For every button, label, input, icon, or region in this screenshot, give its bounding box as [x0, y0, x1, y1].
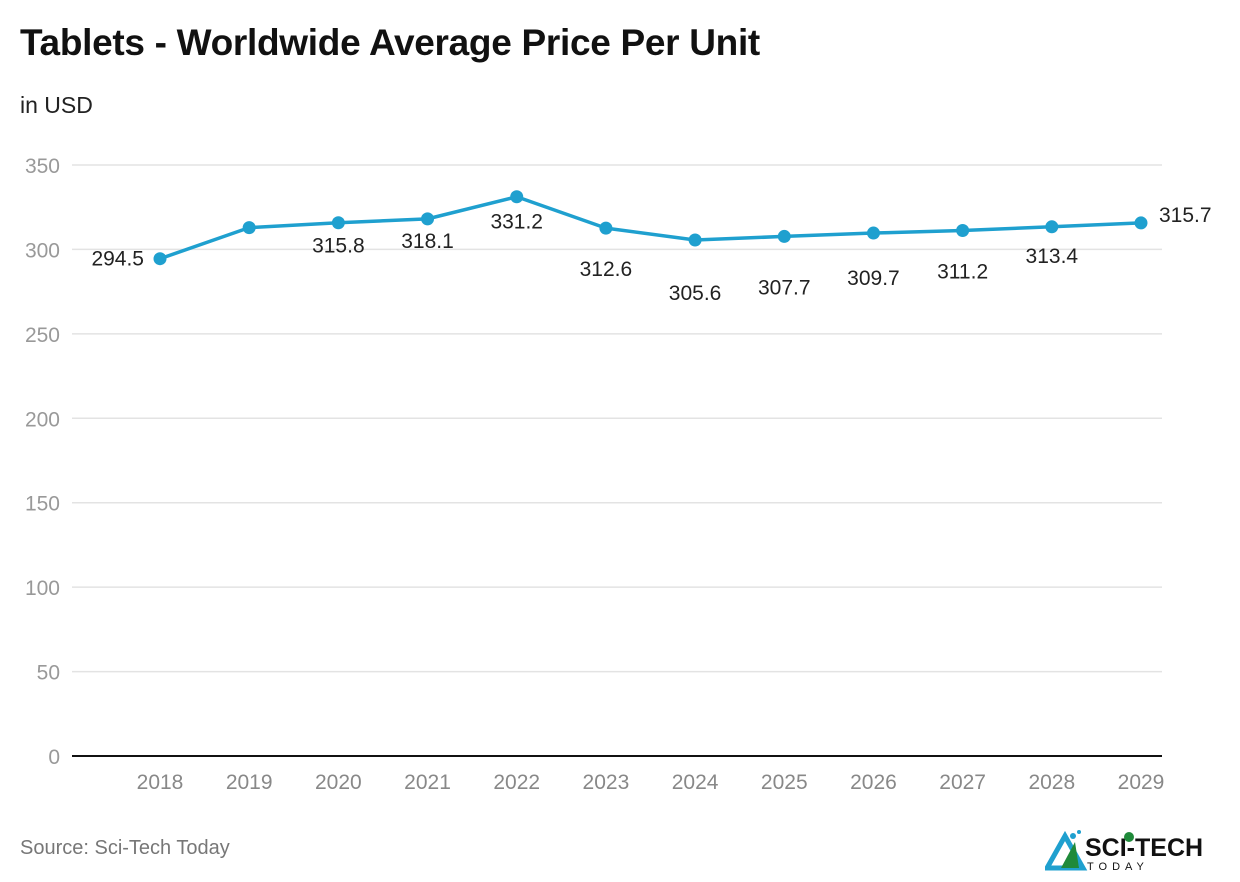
data-label: 294.5	[91, 248, 144, 271]
y-tick-label: 350	[25, 155, 60, 178]
series-line	[159, 194, 1142, 261]
y-tick-label: 100	[25, 577, 60, 600]
data-point	[153, 252, 167, 266]
data-label: 312.6	[580, 258, 633, 281]
data-label: 331.2	[490, 211, 543, 234]
x-tick-label: 2021	[404, 771, 451, 794]
data-point	[599, 221, 613, 235]
x-tick-label: 2023	[583, 771, 630, 794]
y-tick-label: 50	[37, 662, 60, 685]
chart-title: Tablets - Worldwide Average Price Per Un…	[20, 22, 760, 63]
data-point	[242, 221, 256, 235]
data-label: 318.1	[401, 230, 454, 253]
x-tick-label: 2024	[672, 771, 719, 794]
data-point	[331, 216, 345, 230]
data-point	[421, 212, 435, 226]
data-label: 307.7	[758, 276, 811, 299]
x-tick-label: 2025	[761, 771, 808, 794]
data-point	[777, 229, 791, 243]
line-chart: 0 50 100 150 200 250 300 350 2018 2019 2020 2021 202…	[25, 155, 1212, 794]
x-tick-label: 2028	[1028, 771, 1075, 794]
sci-tech-today-logo: SCI-TECH TODAY	[1045, 830, 1203, 873]
y-tick-label: 0	[48, 746, 60, 769]
data-label: 309.7	[847, 267, 900, 290]
data-label: 315.8	[312, 235, 365, 258]
data-point	[1134, 216, 1148, 230]
x-tick-label: 2026	[850, 771, 897, 794]
x-tick-label: 2019	[226, 771, 273, 794]
source-note: Source: Sci-Tech Today	[20, 837, 230, 859]
chart-subtitle: in USD	[20, 92, 93, 118]
data-point	[866, 226, 880, 240]
y-tick-label: 250	[25, 324, 60, 347]
svg-text:TODAY: TODAY	[1087, 861, 1149, 873]
x-tick-label: 2020	[315, 771, 362, 794]
data-label: 305.6	[669, 282, 722, 305]
x-tick-label: 2018	[137, 771, 184, 794]
data-label: 315.7	[1159, 204, 1212, 227]
data-point	[956, 224, 970, 238]
data-label: 311.2	[937, 261, 988, 284]
svg-text:SCI-TECH: SCI-TECH	[1085, 834, 1203, 862]
y-tick-label: 300	[25, 239, 60, 262]
data-label: 313.4	[1026, 245, 1079, 268]
data-point	[688, 233, 702, 247]
x-tick-label: 2029	[1118, 771, 1165, 794]
x-tick-label: 2027	[939, 771, 986, 794]
x-tick-label: 2022	[493, 771, 540, 794]
data-point	[1045, 220, 1059, 234]
y-tick-label: 200	[25, 408, 60, 431]
y-tick-label: 150	[25, 493, 60, 516]
data-point	[510, 190, 524, 204]
